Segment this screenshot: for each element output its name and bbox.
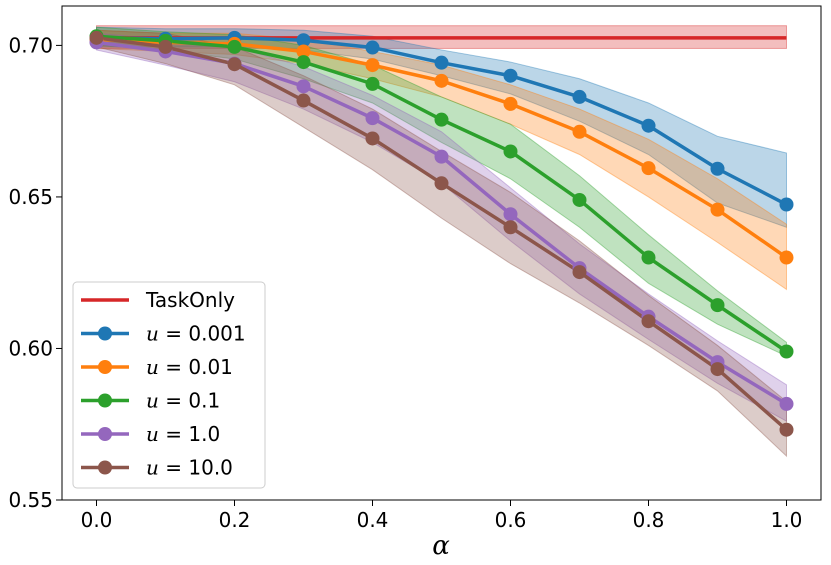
point-u-0p01 [503, 96, 518, 111]
x-tick-label: 0.4 [357, 508, 389, 532]
point-u-0p1 [779, 344, 794, 359]
point-u-0p1 [503, 144, 518, 159]
band-u-10p0 [96, 29, 787, 458]
point-u-0p1 [572, 192, 587, 207]
point-u-10p0 [227, 57, 242, 72]
band-u-1p0 [96, 32, 787, 423]
x-tick-label: 0.8 [633, 508, 665, 532]
point-u-1p0 [779, 396, 794, 411]
y-axis: 0.55 0.60 0.65 0.70 [8, 33, 62, 512]
point-u-0p01 [572, 124, 587, 139]
legend-marker-u-1p0 [98, 427, 112, 441]
point-u-1p0 [503, 207, 518, 222]
legend-label-taskonly: TaskOnly [145, 288, 235, 312]
point-u-0p1 [641, 250, 656, 265]
point-u-0p001 [296, 33, 311, 48]
point-u-10p0 [89, 30, 104, 45]
point-u-10p0 [434, 176, 449, 191]
legend-marker-u-10p0 [98, 460, 112, 475]
point-u-0p01 [365, 58, 380, 73]
point-u-0p01 [641, 161, 656, 176]
plot-area-frame [61, 5, 822, 501]
series-markers [89, 29, 794, 437]
legend-label-u-10p0: u = 10.0 [146, 456, 233, 480]
point-u-0p001 [779, 197, 794, 212]
x-tick-label: 0.2 [219, 508, 251, 532]
legend-label-u-0p01: u = 0.01 [146, 355, 233, 379]
point-u-0p01 [710, 202, 725, 217]
point-u-0p01 [434, 73, 449, 88]
legend-label-u-1p0: u = 1.0 [146, 422, 220, 446]
point-u-0p1 [227, 39, 242, 54]
point-u-0p001 [710, 161, 725, 176]
point-u-10p0 [572, 265, 587, 280]
point-u-0p001 [434, 55, 449, 70]
legend-marker-u-0p01 [98, 360, 112, 374]
point-u-10p0 [641, 314, 656, 329]
point-u-0p1 [365, 76, 380, 91]
legend-marker-u-0p1 [98, 393, 112, 408]
point-u-0p01 [779, 250, 794, 265]
legend-marker-u-0p001 [98, 326, 112, 341]
y-tick-label: 0.65 [8, 185, 53, 209]
x-axis-title: α [432, 531, 450, 561]
legend-label-u-0p1: u = 0.1 [146, 389, 220, 413]
point-u-1p0 [434, 149, 449, 164]
legend-label-u-0p001: u = 0.001 [146, 322, 246, 346]
x-tick-label: 1.0 [771, 508, 803, 532]
point-u-0p001 [503, 68, 518, 83]
y-tick-label: 0.70 [8, 33, 53, 57]
point-u-0p001 [641, 118, 656, 133]
point-u-0p001 [365, 40, 380, 55]
point-u-10p0 [503, 220, 518, 235]
x-tick-label: 0.6 [495, 508, 527, 532]
x-axis: 0.0 0.2 0.4 0.6 0.8 1.0 [81, 500, 803, 532]
point-u-10p0 [365, 131, 380, 146]
x-tick-label: 0.0 [81, 508, 113, 532]
point-u-10p0 [158, 39, 173, 54]
point-u-0p01 [296, 44, 311, 59]
point-u-0p001 [572, 89, 587, 104]
y-tick-label: 0.55 [8, 488, 53, 512]
point-u-10p0 [296, 93, 311, 108]
point-u-0p1 [434, 112, 449, 127]
point-u-10p0 [710, 362, 725, 377]
point-u-10p0 [779, 422, 794, 437]
point-u-1p0 [365, 111, 380, 126]
legend: TaskOnly u = 0.001 u = 0.01 u = 0.1 u = 1.0 u… [72, 281, 266, 489]
point-u-0p1 [710, 298, 725, 313]
y-tick-label: 0.60 [8, 336, 53, 360]
point-u-1p0 [296, 79, 311, 94]
point-u-0p1 [296, 55, 311, 70]
